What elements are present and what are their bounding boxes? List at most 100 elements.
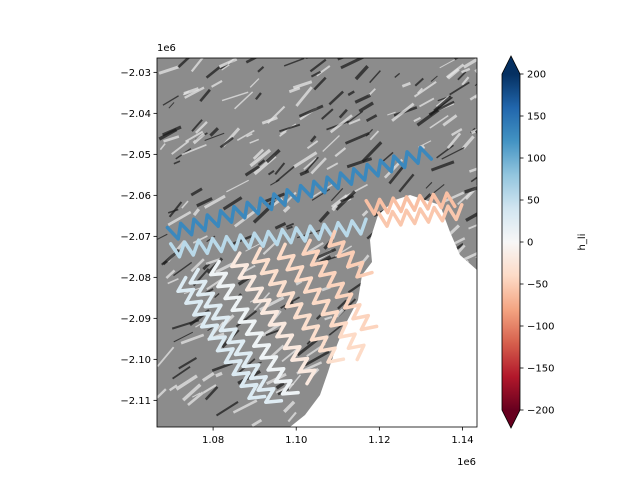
relief-streak — [413, 116, 421, 123]
relief-streak — [211, 361, 233, 372]
relief-streak — [436, 144, 454, 159]
relief-streak — [394, 72, 401, 78]
relief-streak — [303, 157, 317, 170]
colorbar-bar — [502, 74, 520, 410]
relief-streak — [309, 135, 317, 143]
relief-streak — [387, 111, 396, 116]
relief-streak — [446, 132, 462, 149]
track-layer — [165, 145, 464, 404]
colorbar-label: h_li — [577, 234, 588, 251]
relief-streak — [315, 247, 337, 260]
colorbar-tick-label: −100 — [527, 322, 554, 333]
relief-streak — [221, 91, 249, 102]
relief-streak — [451, 128, 463, 137]
relief-streak — [181, 200, 189, 209]
relief-streak — [237, 369, 261, 385]
relief-streak — [251, 418, 263, 427]
relief-streak — [347, 90, 355, 97]
relief-streak — [295, 86, 313, 107]
track-swath — [376, 203, 464, 228]
relief-streak — [346, 110, 364, 124]
relief-streak — [449, 81, 470, 96]
relief-streak — [265, 148, 281, 164]
relief-streak — [442, 114, 458, 127]
relief-streak — [266, 105, 286, 124]
relief-streak — [182, 383, 202, 402]
relief-streak — [461, 135, 475, 150]
relief-streak — [441, 191, 465, 204]
relief-streak — [361, 209, 369, 217]
colorbar-tick-label: −50 — [527, 280, 548, 291]
relief-streak — [330, 187, 344, 202]
relief-streak — [338, 108, 348, 119]
relief-streak — [267, 169, 275, 176]
relief-streak — [334, 147, 347, 158]
relief-streak — [269, 344, 285, 359]
relief-streak — [211, 79, 223, 88]
relief-streak — [203, 194, 226, 209]
relief-streak — [173, 160, 181, 165]
plot-frame — [156, 57, 478, 428]
relief-streak — [205, 257, 221, 265]
relief-streak — [205, 66, 221, 79]
relief-streak — [413, 80, 437, 98]
relief-streak — [445, 63, 465, 79]
relief-streak — [361, 141, 383, 163]
relief-streak — [249, 148, 272, 168]
relief-streak — [337, 299, 348, 310]
relief-streak — [354, 93, 371, 104]
colorbar-tick-label: −200 — [527, 406, 554, 417]
relief-streak — [157, 233, 168, 240]
relief-streak — [222, 196, 243, 211]
relief-streak — [270, 179, 280, 186]
relief-streak — [461, 76, 470, 86]
relief-streak — [192, 235, 208, 244]
relief-streak — [181, 144, 207, 156]
relief-streak — [246, 133, 253, 138]
colorbar-ticks: 200 150 100 50 0 −50 −100 −150 −200 — [520, 70, 554, 417]
relief-streak — [328, 323, 344, 336]
relief-streak — [468, 162, 477, 173]
relief-streak — [428, 100, 455, 116]
relief-streak — [369, 130, 380, 141]
relief-streak — [204, 386, 219, 401]
relief-streak — [331, 204, 338, 212]
relief-streak — [275, 381, 285, 390]
relief-streak — [433, 95, 453, 112]
relief-streak — [209, 127, 219, 137]
y-tick-label: −2.04 — [120, 109, 151, 120]
relief-streak — [283, 58, 305, 67]
relief-streak — [465, 210, 477, 222]
relief-streak — [274, 222, 287, 230]
track-swath — [165, 145, 434, 241]
relief-streak — [391, 102, 415, 122]
relief-streak — [165, 269, 176, 279]
relief-streak — [255, 92, 262, 101]
relief-streak — [316, 65, 331, 77]
x-tick-label: 1.08 — [202, 435, 224, 446]
relief-streak — [215, 262, 234, 274]
relief-streak — [180, 333, 205, 345]
relief-streak — [329, 114, 353, 134]
relief-streak — [167, 210, 192, 227]
relief-streak — [195, 121, 208, 134]
relief-streak — [163, 135, 180, 143]
relief-streak — [344, 131, 370, 145]
relief-streak — [175, 374, 198, 391]
y-tick-label: −2.08 — [120, 273, 151, 284]
relief-streak — [304, 156, 319, 173]
relief-streak — [354, 65, 369, 81]
relief-streak — [192, 132, 206, 145]
relief-streak — [417, 87, 424, 95]
relief-streak — [172, 366, 191, 380]
relief-streak — [196, 197, 213, 208]
relief-streak — [185, 130, 204, 143]
colorbar-tick-label: 50 — [527, 196, 540, 207]
relief-streak — [192, 392, 201, 398]
relief-streak — [369, 70, 381, 84]
relief-streak — [257, 66, 265, 73]
relief-streak — [190, 187, 203, 197]
relief-streak — [470, 175, 477, 183]
colorbar-tick-label: 200 — [527, 70, 546, 81]
